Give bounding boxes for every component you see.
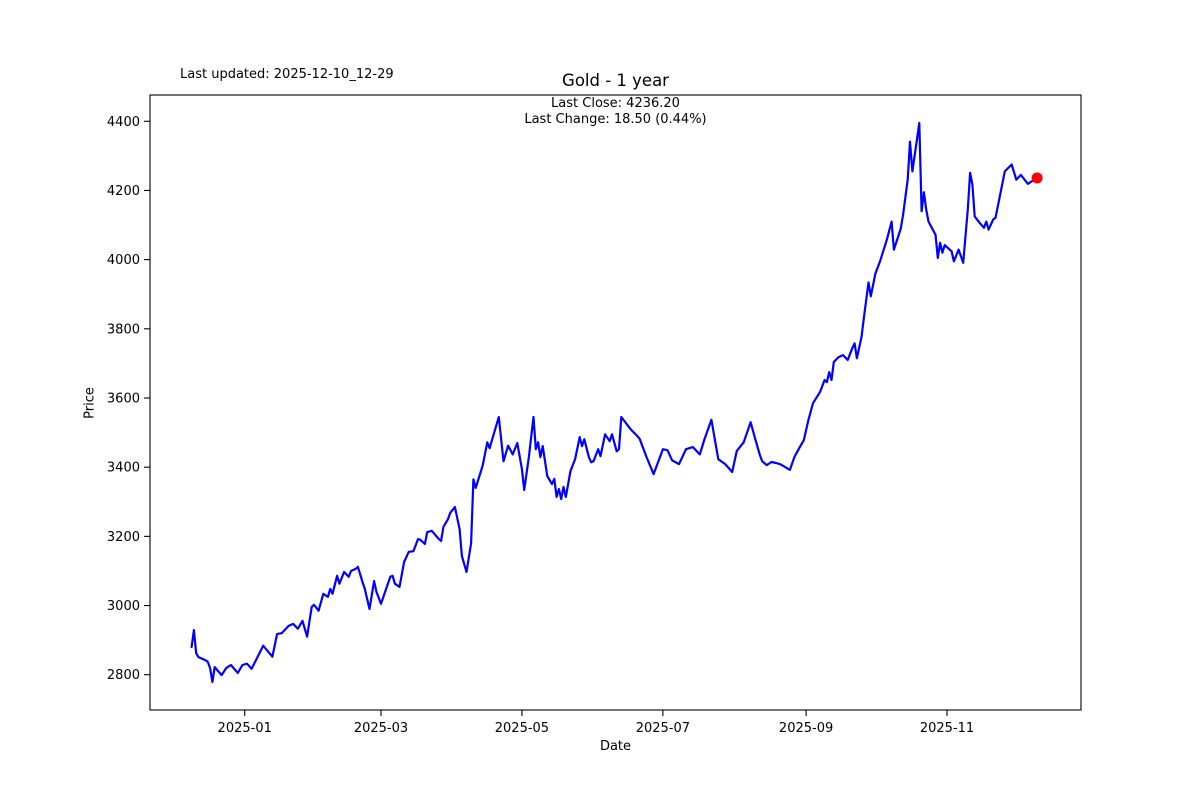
- last-close-marker: [1031, 172, 1043, 184]
- x-tick-label: 2025-07: [636, 721, 690, 736]
- x-tick-label: 2025-11: [920, 721, 974, 736]
- y-tick-label: 3600: [107, 392, 140, 407]
- y-tick-label: 4200: [107, 184, 140, 199]
- gold-price-line: [190, 121, 1039, 684]
- y-tick-label: 3800: [107, 322, 140, 337]
- last-updated-text: Last updated: 2025-12-10_12-29: [180, 67, 394, 82]
- x-tick-label: 2025-05: [495, 721, 549, 736]
- last-close-annotation: Last Close: 4236.20: [551, 96, 680, 111]
- x-tick-label: 2025-09: [779, 721, 833, 736]
- y-tick-label: 4400: [107, 115, 140, 130]
- y-tick-label: 3400: [107, 461, 140, 476]
- y-axis-label: Price: [82, 387, 98, 419]
- x-tick-label: 2025-03: [354, 721, 408, 736]
- y-tick-label: 2800: [107, 668, 140, 683]
- y-tick-label: 3200: [107, 530, 140, 545]
- last-change-annotation: Last Change: 18.50 (0.44%): [524, 112, 707, 127]
- x-axis-label: Date: [599, 739, 632, 754]
- chart-title: Gold - 1 year: [562, 71, 669, 90]
- x-tick-label: 2025-01: [218, 721, 272, 736]
- y-tick-label: 4000: [107, 253, 140, 268]
- y-tick-label: 3000: [107, 599, 140, 614]
- axes-frame: [149, 94, 1082, 711]
